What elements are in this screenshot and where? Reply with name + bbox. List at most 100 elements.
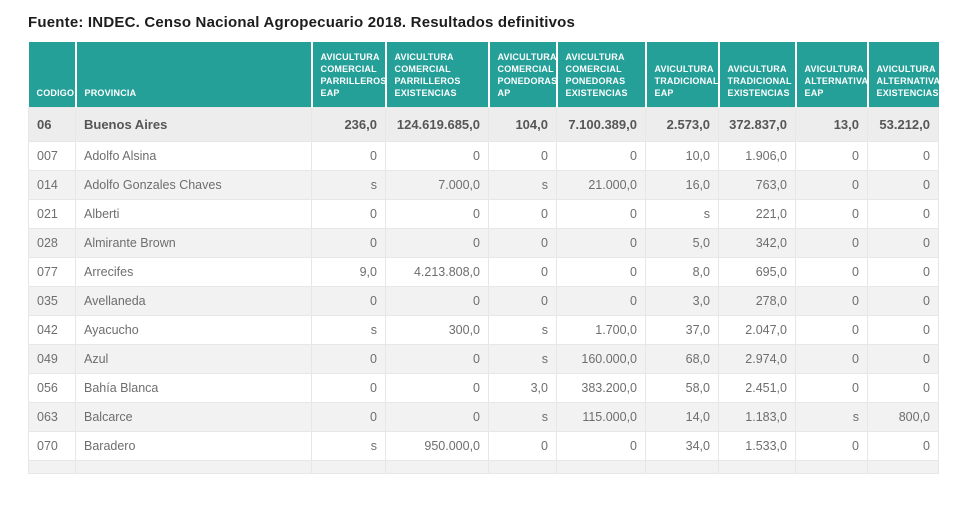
cell-codigo: 028	[28, 227, 76, 258]
column-header-comercial-ponedoras-ap: AVICULTURA COMERCIAL PONEDORAS AP	[487, 42, 557, 107]
column-header-comercial-parrilleros-existencias: AVICULTURA COMERCIAL PARRILLEROS EXISTEN…	[384, 42, 489, 107]
cell-value: s	[311, 169, 386, 200]
cell-value: 0	[795, 314, 868, 345]
column-header-codigo: CODIGO	[28, 42, 76, 107]
cell-value: s	[311, 314, 386, 345]
cell-value: 0	[867, 372, 939, 403]
summary-body: 06 Buenos Aires 236,0 124.619.685,0 104,…	[28, 106, 939, 142]
cell-value: 0	[795, 343, 868, 374]
table-row: 070 Baradero s 950.000,0 0 0 34,0 1.533,…	[28, 430, 939, 461]
cell-value: 2.047,0	[718, 314, 796, 345]
column-header-alternativa-existencias: AVICULTURA ALTERNATIVA EXISTENCIAS	[866, 42, 939, 107]
summary-cell-value: 104,0	[488, 106, 557, 142]
cell-value: 14,0	[645, 401, 719, 432]
cell-value: 21.000,0	[556, 169, 646, 200]
cell-value: 0	[867, 285, 939, 316]
cell-value: s	[488, 401, 557, 432]
summary-cell-value: 2.573,0	[645, 106, 719, 142]
summary-cell-value: 372.837,0	[718, 106, 796, 142]
cell-provincia: Ayacucho	[75, 314, 312, 345]
table-row: 056 Bahía Blanca 0 0 3,0 383.200,0 58,0 …	[28, 372, 939, 403]
cell-value: 10,0	[645, 140, 719, 171]
cell-value: 0	[311, 227, 386, 258]
cell-value: 383.200,0	[556, 372, 646, 403]
cell-provincia: Adolfo Gonzales Chaves	[75, 169, 312, 200]
cell-value: 3,0	[645, 285, 719, 316]
cell-provincia: Avellaneda	[75, 285, 312, 316]
cell-value: 278,0	[718, 285, 796, 316]
cell-value: 0	[488, 140, 557, 171]
cell-value: 0	[488, 430, 557, 461]
cell-value: 0	[867, 227, 939, 258]
cell-provincia: Adolfo Alsina	[75, 140, 312, 171]
table-row: 028 Almirante Brown 0 0 0 0 5,0 342,0 0 …	[28, 227, 939, 258]
cell-value: 1.533,0	[718, 430, 796, 461]
cell-value: s	[795, 401, 868, 432]
cell-value: 8,0	[645, 256, 719, 287]
cell-value: 0	[556, 198, 646, 229]
column-header-tradicional-existencias: AVICULTURA TRADICIONAL EXISTENCIAS	[717, 42, 796, 107]
cell-value: 763,0	[718, 169, 796, 200]
cell-value: 160.000,0	[556, 343, 646, 374]
table-row: 063 Balcarce 0 0 s 115.000,0 14,0 1.183,…	[28, 401, 939, 432]
data-table-container: CODIGO PROVINCIA AVICULTURA COMERCIAL PA…	[28, 42, 939, 474]
summary-row: 06 Buenos Aires 236,0 124.619.685,0 104,…	[28, 106, 939, 142]
cell-value: 0	[867, 198, 939, 229]
table-row: 049 Azul 0 0 s 160.000,0 68,0 2.974,0 0 …	[28, 343, 939, 374]
cell-codigo: 035	[28, 285, 76, 316]
table-row: 042 Ayacucho s 300,0 s 1.700,0 37,0 2.04…	[28, 314, 939, 345]
cell-value: 0	[385, 198, 489, 229]
table-header-row: CODIGO PROVINCIA AVICULTURA COMERCIAL PA…	[28, 42, 939, 107]
cell-value: 695,0	[718, 256, 796, 287]
cell-value: 4.213.808,0	[385, 256, 489, 287]
cell-value: 5,0	[645, 227, 719, 258]
cell-codigo: 042	[28, 314, 76, 345]
summary-cell-value: 13,0	[795, 106, 868, 142]
cell-codigo: 014	[28, 169, 76, 200]
cell-provincia: Azul	[75, 343, 312, 374]
table-row: 077 Arrecifes 9,0 4.213.808,0 0 0 8,0 69…	[28, 256, 939, 287]
cell-value: s	[488, 314, 557, 345]
cell-value: s	[311, 430, 386, 461]
cell-value: 342,0	[718, 227, 796, 258]
cell-value: 0	[488, 227, 557, 258]
cell-value: 0	[488, 256, 557, 287]
data-table: CODIGO PROVINCIA AVICULTURA COMERCIAL PA…	[28, 42, 939, 474]
summary-cell-value: 236,0	[311, 106, 386, 142]
cell-codigo: 063	[28, 401, 76, 432]
cell-value: 9,0	[311, 256, 386, 287]
cell-value: 3,0	[488, 372, 557, 403]
cell-value: 0	[795, 285, 868, 316]
cell-value: 0	[556, 140, 646, 171]
cell-provincia: Bahía Blanca	[75, 372, 312, 403]
cell-value: 0	[311, 343, 386, 374]
partial-row-body	[28, 459, 939, 474]
column-header-comercial-parrilleros-eap: AVICULTURA COMERCIAL PARRILLEROS EAP	[310, 42, 386, 107]
cell-value: 0	[867, 169, 939, 200]
cell-value: 0	[867, 314, 939, 345]
cell-value: 0	[795, 227, 868, 258]
cell-codigo: 007	[28, 140, 76, 171]
cell-provincia: Almirante Brown	[75, 227, 312, 258]
cell-provincia: Alberti	[75, 198, 312, 229]
column-header-alternativa-eap: AVICULTURA ALTERNATIVA EAP	[794, 42, 868, 107]
cell-value: 221,0	[718, 198, 796, 229]
summary-cell-codigo: 06	[28, 106, 76, 142]
cell-value: 0	[867, 430, 939, 461]
summary-cell-value: 124.619.685,0	[385, 106, 489, 142]
cell-codigo: 077	[28, 256, 76, 287]
cell-value: 0	[385, 401, 489, 432]
cell-value: 0	[556, 430, 646, 461]
cell-value: 0	[795, 140, 868, 171]
table-body: 007 Adolfo Alsina 0 0 0 0 10,0 1.906,0 0…	[28, 140, 939, 461]
cell-value: 0	[795, 198, 868, 229]
cell-codigo: 049	[28, 343, 76, 374]
summary-cell-value: 7.100.389,0	[556, 106, 646, 142]
column-header-provincia: PROVINCIA	[74, 42, 312, 107]
cell-value: s	[488, 169, 557, 200]
cell-value: 2.974,0	[718, 343, 796, 374]
cell-value: 1.906,0	[718, 140, 796, 171]
cell-value: 0	[385, 372, 489, 403]
cell-value: 34,0	[645, 430, 719, 461]
summary-cell-value: 53.212,0	[867, 106, 939, 142]
